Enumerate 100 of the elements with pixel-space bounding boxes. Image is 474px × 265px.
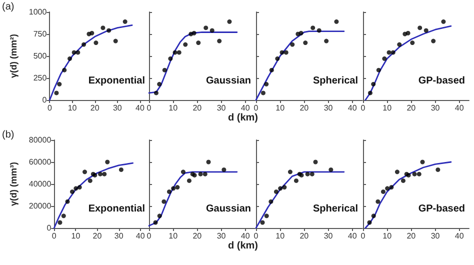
point (310, 172, 314, 176)
point (77, 185, 82, 190)
x-tick-label: 0 (360, 232, 366, 240)
point (288, 170, 292, 174)
point (371, 82, 376, 86)
x-tick-label: 20 (300, 104, 310, 112)
point (371, 214, 376, 218)
point (334, 19, 339, 24)
x-tick-label: 30 (114, 232, 124, 240)
point (105, 160, 110, 164)
annotation: GP-based (418, 204, 466, 214)
point (294, 178, 298, 183)
point (166, 189, 172, 194)
point (303, 40, 308, 46)
point (90, 30, 94, 36)
point (290, 42, 295, 47)
point (282, 185, 287, 190)
x-axis-title: d (km) (228, 240, 258, 252)
y-axis-title: γ(d) (mm²) (8, 34, 18, 78)
x-tick-label: 10 (168, 232, 178, 240)
point (385, 186, 390, 191)
point (278, 186, 283, 191)
point (153, 220, 158, 225)
x-tick-label: 40 (240, 104, 250, 112)
point (168, 56, 173, 61)
point (313, 160, 318, 164)
point (171, 186, 176, 191)
y-tick-label: 40000 (28, 180, 52, 188)
point (368, 90, 372, 96)
point (206, 160, 211, 164)
point (420, 160, 425, 164)
x-tick-label: 30 (112, 104, 122, 112)
point (431, 38, 436, 44)
point (74, 186, 78, 191)
point (424, 28, 428, 33)
x-tick-label: 40 (136, 104, 145, 112)
annotation: Exponential (88, 204, 146, 214)
point (390, 50, 396, 55)
point (386, 50, 392, 55)
annotation: Spherical (312, 76, 358, 86)
x-tick-label: 20 (192, 104, 202, 112)
point (367, 220, 372, 225)
point (82, 170, 88, 174)
annotation: Spherical (312, 204, 358, 214)
x-tick-label: 0 (254, 104, 259, 112)
point (418, 26, 422, 30)
x-tick-label: 40 (348, 232, 358, 240)
point (98, 172, 103, 176)
point (394, 170, 400, 174)
point (57, 82, 62, 86)
point (202, 172, 208, 176)
x-tick-label: 40 (454, 232, 464, 240)
point (100, 26, 106, 30)
point (122, 19, 128, 24)
point (68, 56, 72, 61)
point (416, 172, 422, 176)
point (58, 220, 62, 225)
point (269, 68, 274, 72)
point (102, 172, 107, 176)
x-tick-label: 0 (360, 104, 366, 112)
point (82, 42, 86, 47)
point (268, 199, 274, 204)
x-tick-label: 20 (300, 232, 310, 240)
x-tick-label: 20 (406, 104, 416, 112)
x-tick-label: 30 (430, 104, 440, 112)
point (298, 30, 304, 36)
point (94, 40, 98, 46)
point (412, 172, 417, 176)
point (180, 170, 186, 174)
point (260, 90, 266, 96)
point (397, 42, 402, 47)
x-tick-label: 40 (136, 232, 146, 240)
point (441, 19, 446, 24)
point (196, 40, 201, 46)
point (376, 68, 381, 72)
y-tick-label: 750 (33, 30, 48, 38)
y-tick-label: 1000 (28, 8, 48, 16)
point (275, 56, 280, 61)
point (192, 30, 196, 36)
point (410, 40, 415, 46)
point (222, 167, 226, 172)
point (154, 90, 158, 96)
point (210, 28, 214, 33)
x-tick-label: 10 (276, 232, 286, 240)
point (305, 172, 310, 176)
x-tick-label: 0 (146, 232, 152, 240)
x-tick-label: 40 (454, 104, 464, 112)
x-tick-label: 10 (68, 104, 78, 112)
annotation: Gaussian (206, 76, 252, 86)
x-tick-label: 20 (192, 232, 202, 240)
point (260, 220, 265, 225)
point (264, 82, 269, 86)
y-axis-title: γ(d) (mm³) (8, 162, 18, 206)
point (380, 189, 386, 194)
x-tick-label: 30 (216, 104, 226, 112)
point (157, 82, 162, 86)
point (406, 30, 410, 36)
point (284, 50, 288, 55)
point (264, 214, 269, 218)
point (280, 50, 284, 55)
